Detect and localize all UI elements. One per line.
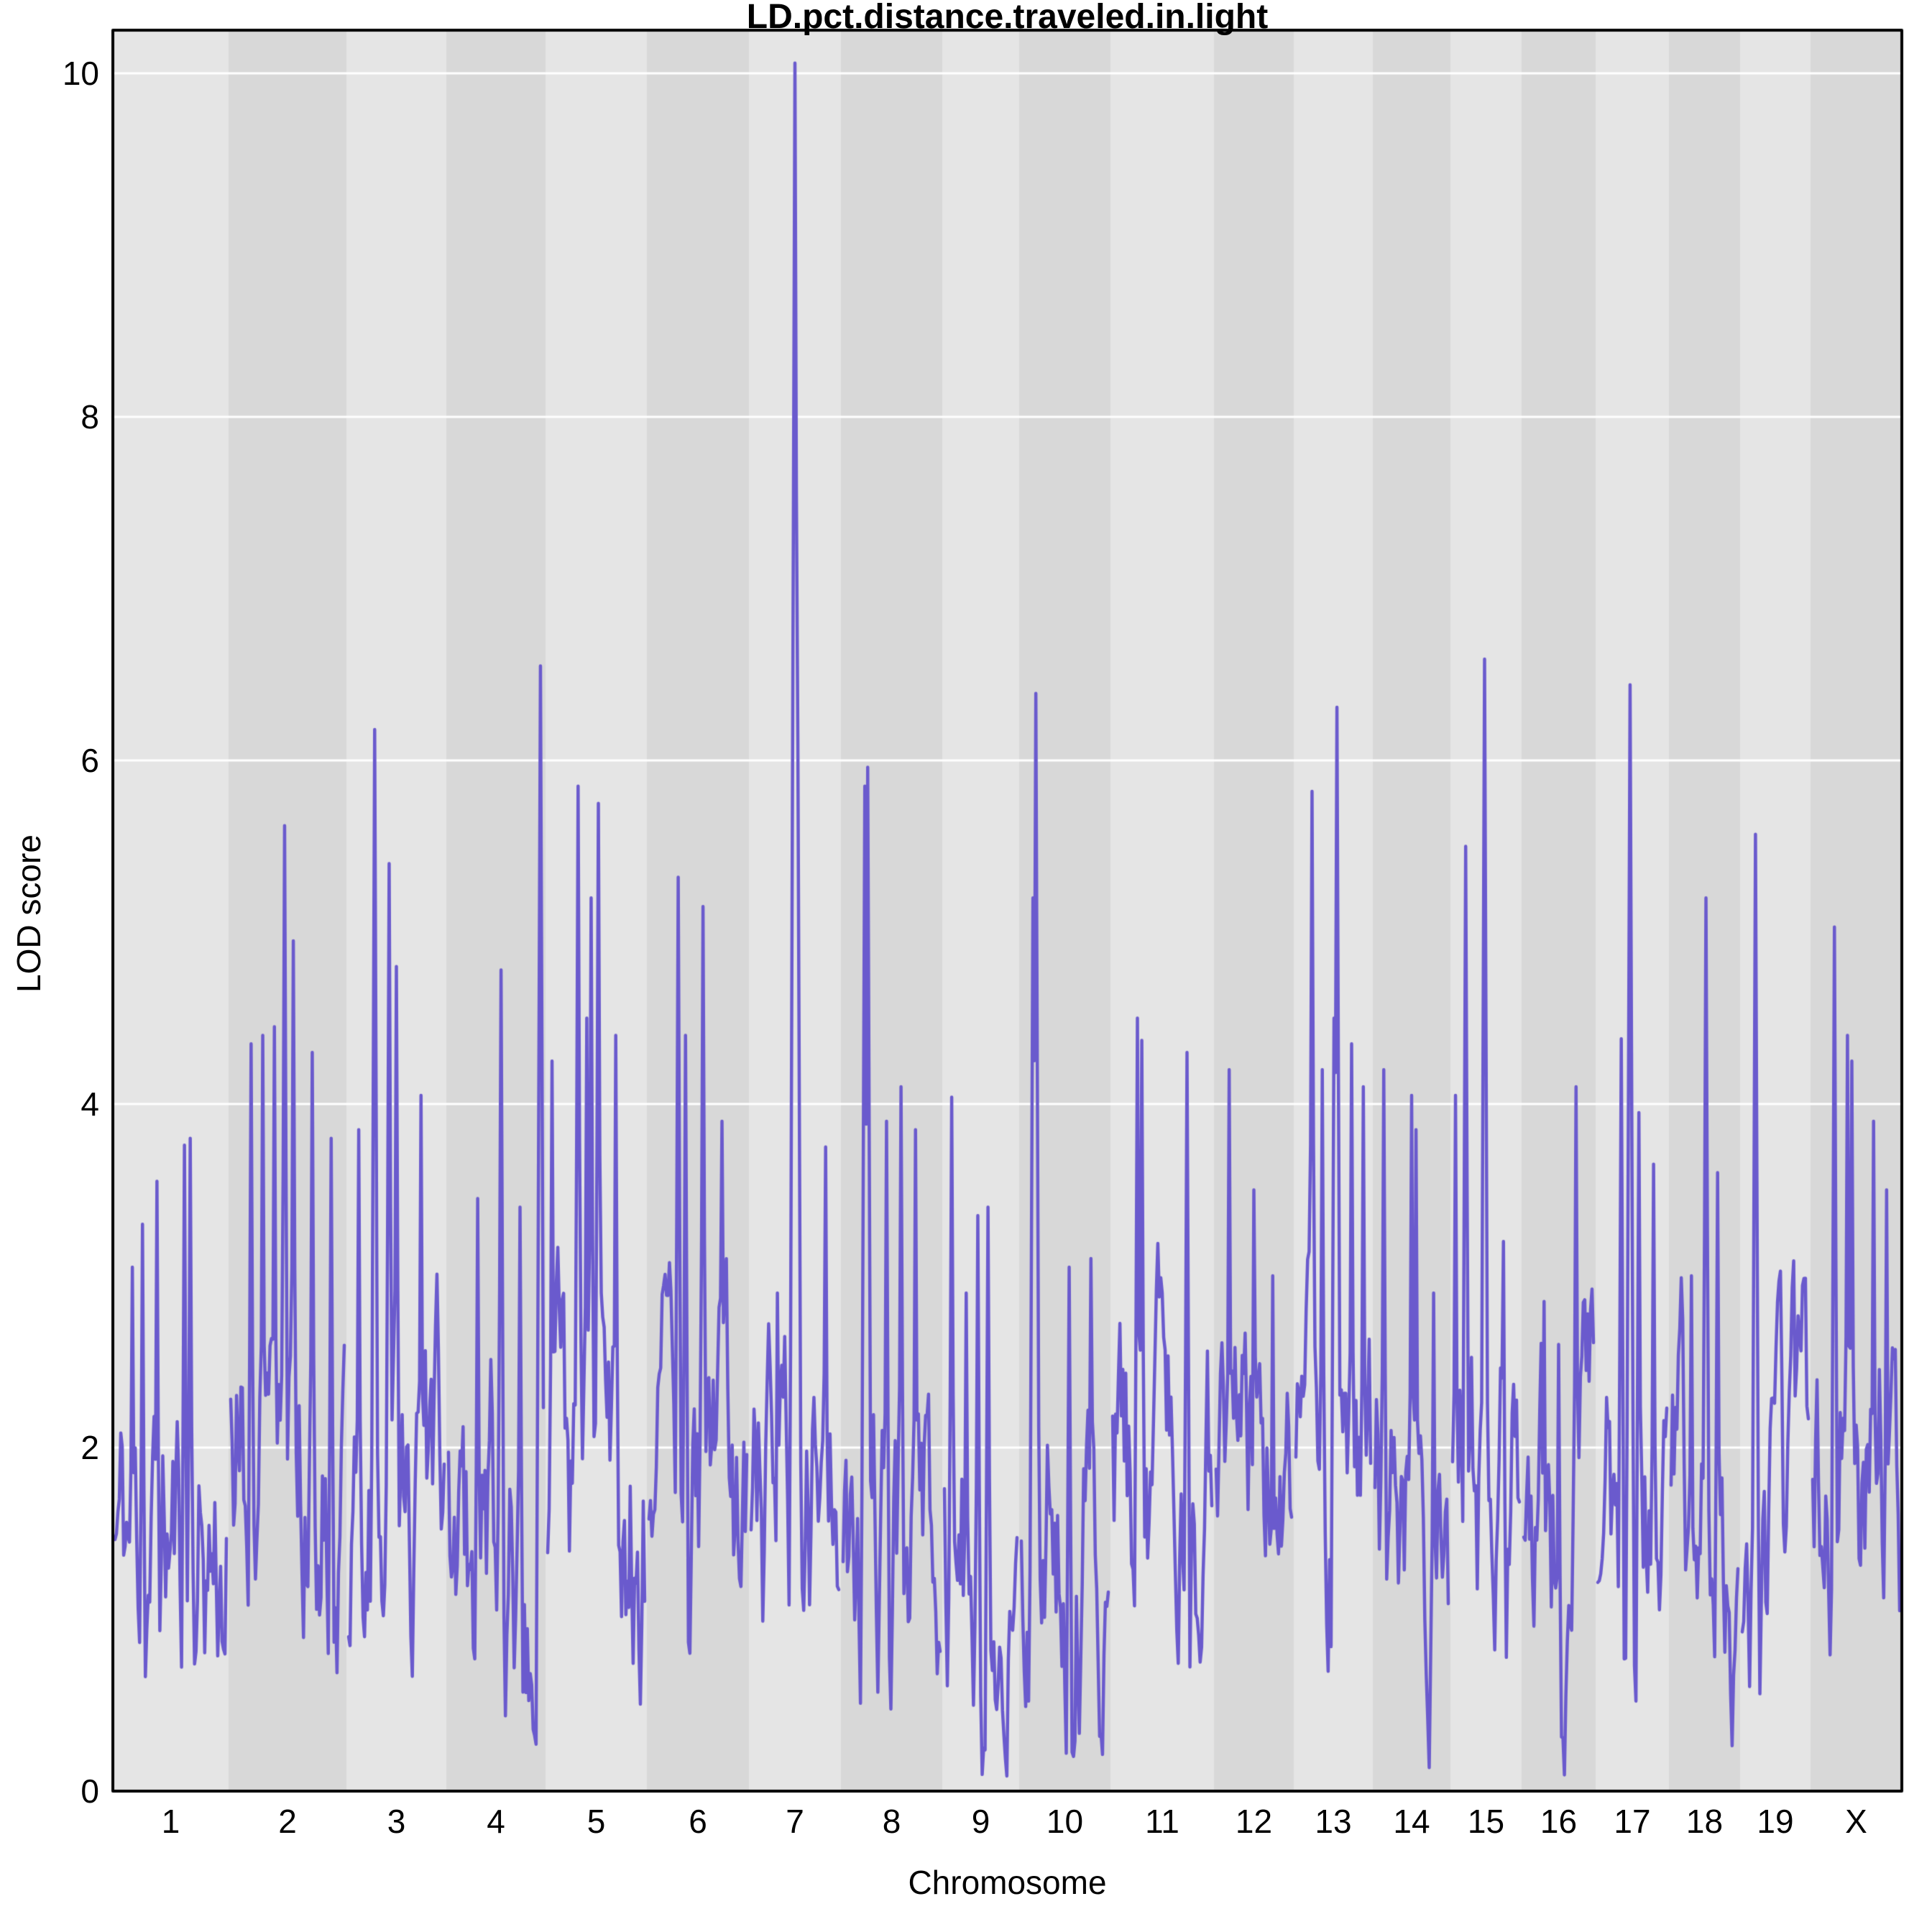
x-tick-label: 17 [1614,1803,1651,1840]
x-tick-label: 4 [487,1803,505,1840]
x-tick-label: 15 [1467,1803,1505,1840]
x-tick-label: 8 [882,1803,901,1840]
y-tick-label: 8 [80,398,99,436]
y-axis-label: LOD score [10,834,47,993]
y-tick-label: 10 [62,55,99,92]
x-tick-label: 11 [1145,1803,1179,1840]
x-tick-label: 10 [1046,1803,1084,1840]
x-tick-label: 18 [1685,1803,1724,1840]
x-tick-label: 3 [387,1803,406,1840]
y-tick-label: 2 [80,1429,99,1466]
x-tick-label: 19 [1757,1803,1794,1840]
y-tick-label: 0 [80,1772,99,1810]
x-tick-label: 1 [161,1803,180,1840]
y-tick-label: 4 [80,1085,99,1123]
x-tick-label: 5 [586,1803,606,1840]
x-tick-label: 16 [1540,1803,1578,1840]
x-tick-label: 9 [971,1803,990,1840]
x-tick-label: 6 [689,1803,707,1840]
x-tick-label: 13 [1315,1803,1352,1840]
x-tick-label: 14 [1393,1803,1430,1840]
x-tick-label: 7 [786,1803,804,1840]
x-axis-label: Chromosome [908,1864,1107,1901]
x-tick-label: 2 [278,1803,297,1840]
chart-title: LD.pct.distance.traveled.in.light [746,0,1269,36]
x-tick-label: 12 [1235,1803,1273,1840]
y-tick-label: 6 [80,742,99,779]
x-tick-label: X [1845,1803,1867,1840]
